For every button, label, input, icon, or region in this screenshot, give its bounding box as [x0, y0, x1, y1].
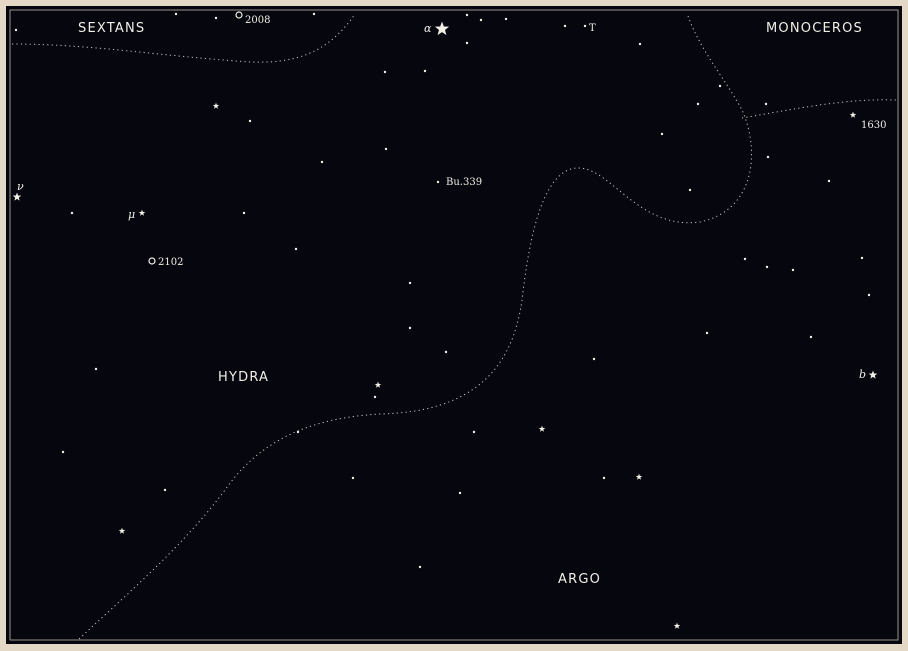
star-dot: [351, 476, 355, 480]
star-dot: [312, 12, 316, 16]
star-dot: [383, 70, 387, 74]
star: [538, 425, 546, 432]
label-argo: ARGO: [558, 572, 601, 587]
star-dot: [660, 132, 664, 136]
star-dot: [563, 24, 567, 28]
star: [12, 192, 22, 201]
star-dot: [583, 24, 587, 28]
star-dot: [384, 147, 388, 151]
star-dot: [688, 188, 692, 192]
star-dot: [61, 450, 65, 454]
boundary-sextans: [11, 13, 356, 63]
star: [434, 21, 450, 36]
star-dot: [163, 488, 167, 492]
star-dot: [791, 268, 795, 272]
label-alpha: α: [424, 22, 432, 35]
star-dot: [444, 350, 448, 354]
star-dot: [423, 69, 427, 73]
star-dot: [827, 179, 831, 183]
star-dot: [174, 12, 178, 16]
star: [212, 102, 220, 109]
star-dot: [373, 395, 377, 399]
double-star-marker-2102: [148, 257, 156, 265]
star-dot: [458, 491, 462, 495]
label-bu339: Bu.339: [446, 177, 482, 188]
label-mu: μ: [128, 208, 135, 221]
star-dot: [743, 257, 747, 261]
star-dot: [765, 265, 769, 269]
star-dot: [809, 335, 813, 339]
star-dot: [465, 41, 469, 45]
star-dot: [408, 326, 412, 330]
star-dot: [602, 476, 606, 480]
star-dot: [696, 102, 700, 106]
star: [868, 370, 878, 379]
label-monoceros: MONOCEROS: [766, 21, 863, 36]
star-dot: [867, 293, 871, 297]
double-star-marker-2008: [235, 11, 243, 19]
star: [118, 527, 126, 534]
star-dot: [94, 367, 98, 371]
star-dot: [766, 155, 770, 159]
label-b: b: [859, 368, 866, 381]
star-dot: [860, 256, 864, 260]
star-dot: [705, 331, 709, 335]
frame-border: [9, 9, 899, 641]
star-dot: [70, 211, 74, 215]
star: [673, 622, 681, 629]
sky-background: [6, 6, 902, 644]
star-dot: [408, 281, 412, 285]
label-T: T: [589, 23, 596, 34]
boundary-monoceros-east: [741, 99, 897, 119]
star-dot: [320, 160, 324, 164]
star-dot: [592, 357, 596, 361]
star-dot: [504, 17, 508, 21]
star-dot: [718, 84, 722, 88]
star-dot: [638, 42, 642, 46]
star: [849, 111, 857, 118]
label-1630: 1630: [861, 120, 886, 131]
star: [138, 209, 146, 216]
star-dot: [479, 18, 483, 22]
star-dot: [436, 180, 440, 184]
star-dot: [248, 119, 252, 123]
label-hydra: HYDRA: [218, 370, 269, 385]
star-dot: [294, 247, 298, 251]
star-dot: [472, 430, 476, 434]
label-sigma-2102: 2102: [158, 257, 183, 268]
star-dot: [242, 211, 246, 215]
star-dot: [764, 102, 768, 106]
star-dot: [214, 16, 218, 20]
label-sigma-2008: 2008: [245, 15, 270, 26]
star-dot: [14, 28, 18, 32]
star-field: [12, 12, 878, 629]
star: [635, 473, 643, 480]
label-nu: ν: [17, 180, 24, 193]
star-dot: [296, 430, 300, 434]
star-dot: [465, 13, 469, 17]
label-sextans: SEXTANS: [78, 21, 145, 36]
star-dot: [418, 565, 422, 569]
star: [374, 381, 382, 388]
